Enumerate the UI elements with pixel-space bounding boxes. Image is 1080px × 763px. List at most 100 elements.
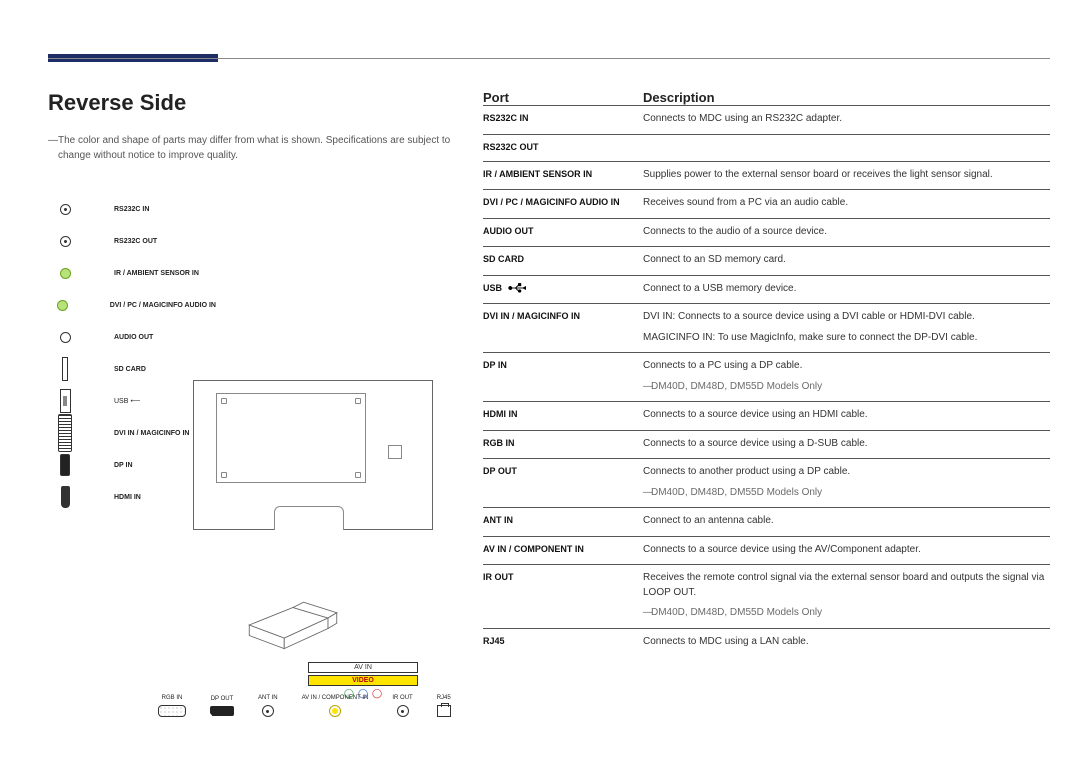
bottom-connector-label: RJ45 [437,695,451,701]
dp-port-icon [56,456,74,474]
port-name: DVI / PC / MAGICINFO AUDIO IN [483,196,643,211]
bottom-connector: RJ45 [437,695,451,717]
col-desc: Description [643,90,1050,105]
port-name: AUDIO OUT [483,225,643,240]
table-row: ANT INConnect to an antenna cable. [483,507,1050,536]
table-row: DVI IN / MAGICINFO INDVI IN: Connects to… [483,303,1050,352]
port-description: Receives the remote control signal via t… [643,571,1050,621]
connector-label: DVI / PC / MAGICINFO AUDIO IN [110,302,216,309]
connector-label: SD CARD [114,366,146,373]
port-name: AV IN / COMPONENT IN [483,543,643,558]
table-row: IR / AMBIENT SENSOR INSupplies power to … [483,161,1050,190]
dvi-port-icon [56,424,74,442]
table-row: DP OUTConnects to another product using … [483,458,1050,507]
connector-icon-row: DVI IN / MAGICINFO IN [56,424,216,442]
vga-icon [158,705,186,717]
connector-label: HDMI IN [114,494,141,501]
table-header: Port Description [483,90,1050,105]
table-row: USBConnect to a USB memory device. [483,275,1050,304]
note: ― The color and shape of parts may diffe… [48,134,458,163]
hdmi-port-icon [56,488,74,506]
usb-icon [508,282,526,296]
port-description: Receives sound from a PC via an audio ca… [643,196,1050,211]
connector-icon-row: DP IN [56,456,216,474]
page-title: Reverse Side [48,90,458,116]
connector-icon-row: IR / AMBIENT SENSOR IN [56,264,216,282]
connector-icon-row: HDMI IN [56,488,216,506]
table-row: RJ45Connects to MDC using a LAN cable. [483,628,1050,657]
port-name: RGB IN [483,437,643,452]
port-description: Connects to the audio of a source device… [643,225,1050,240]
port-description: Connects to MDC using an RS232C adapter. [643,112,1050,127]
o-port-icon [56,328,74,346]
port-description: Connects to a PC using a DP cable.―DM40D… [643,359,1050,394]
table-row: DP INConnects to a PC using a DP cable.―… [483,352,1050,401]
connector-label: AUDIO OUT [114,334,153,341]
note-text: The color and shape of parts may differ … [58,134,458,163]
av-in-label: AV IN VIDEO ◯◯◯ [308,662,418,699]
device-rear-diagram [193,380,433,530]
port-name: RS232C OUT [483,141,643,154]
port-description: Connect to an antenna cable. [643,514,1050,529]
port-name: DP OUT [483,465,643,500]
connector-icon-row: USB ⟵ [56,392,216,410]
jack-icon [397,705,409,717]
side-connector-list: RS232C IN RS232C OUT IR / AMBIENT SENSOR I… [56,200,216,520]
port-name: HDMI IN [483,408,643,423]
rj45-icon [437,705,451,717]
bottom-connector-label: AV IN / COMPONENT IN [302,695,369,701]
table-row: RGB INConnects to a source device using … [483,430,1050,459]
bottom-connector: IR OUT [392,695,412,717]
bottom-connector-row: RGB IN DP OUT ANT IN AV IN / COMPONENT IN IR… [158,695,451,717]
port-description: Connects to a source device using the AV… [643,543,1050,558]
port-name: IR / AMBIENT SENSOR IN [483,168,643,183]
port-name: DP IN [483,359,643,394]
col-port: Port [483,90,643,105]
jacky-icon [329,705,341,717]
port-name: RJ45 [483,635,643,650]
dot-port-icon [56,200,74,218]
port-description: Connects to another product using a DP c… [643,465,1050,500]
model-note: ―DM40D, DM48D, DM55D Models Only [643,606,1050,621]
connector-label: IR / AMBIENT SENSOR IN [114,270,199,277]
bottom-connector: AV IN / COMPONENT IN [302,695,369,717]
connector-icon-row: RS232C OUT [56,232,216,250]
table-row: RS232C OUT [483,134,1050,161]
connector-label: RS232C OUT [114,238,157,245]
bottom-connector: DP OUT [210,696,234,716]
usb-port-icon [56,392,74,410]
connector-icon-row: AUDIO OUT [56,328,216,346]
table-row: RS232C INConnects to MDC using an RS232C… [483,105,1050,134]
port-description: DVI IN: Connects to a source device usin… [643,310,1050,345]
header-rule [48,58,1050,59]
model-note: ―DM40D, DM48D, DM55D Models Only [643,380,1050,395]
connector-icon-row: DVI / PC / MAGICINFO AUDIO IN [56,296,216,314]
connector-label: DVI IN / MAGICINFO IN [114,430,189,437]
green-port-icon [56,296,70,314]
port-name: DVI IN / MAGICINFO IN [483,310,643,345]
jack-icon [262,705,274,717]
port-description: Connects to MDC using a LAN cable. [643,635,1050,650]
port-description: Connect to a USB memory device. [643,282,1050,297]
port-table: RS232C INConnects to MDC using an RS232C… [483,105,1050,656]
bottom-connector-label: RGB IN [162,695,183,701]
table-row: IR OUTReceives the remote control signal… [483,564,1050,628]
connector-label: DP IN [114,462,133,469]
table-row: SD CARDConnect to an SD memory card. [483,246,1050,275]
connector-icon-row: SD CARD [56,360,216,378]
port-name: RS232C IN [483,112,643,127]
sd-port-icon [56,360,74,378]
adapter-diagram [238,590,348,660]
bottom-connector-label: DP OUT [211,696,234,702]
bottom-connector: ANT IN [258,695,278,717]
connector-icon-row: RS232C IN [56,200,216,218]
bottom-connector: RGB IN [158,695,186,717]
port-name: ANT IN [483,514,643,529]
bottom-connector-label: IR OUT [392,695,412,701]
model-note: ―DM40D, DM48D, DM55D Models Only [643,486,1050,501]
green-port-icon [56,264,74,282]
port-description: Connects to a source device using a D-SU… [643,437,1050,452]
connector-label: RS232C IN [114,206,149,213]
port-description [643,141,1050,154]
connector-label: USB ⟵ [114,397,140,405]
